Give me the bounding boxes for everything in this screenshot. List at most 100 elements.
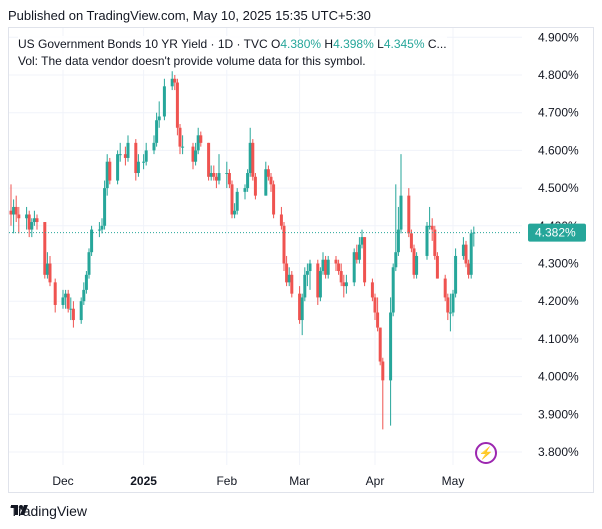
candle-body <box>17 214 21 219</box>
candle-body <box>287 274 291 283</box>
candle-body <box>84 274 88 290</box>
candle-body <box>357 244 361 260</box>
candle-body <box>82 289 86 302</box>
candle-body <box>123 154 127 158</box>
candle-body <box>233 210 237 215</box>
candle-body <box>290 274 294 294</box>
x-tick-label: Dec <box>52 474 73 488</box>
candle-body <box>214 176 218 181</box>
candle-body <box>162 86 166 117</box>
candle-body <box>243 188 247 192</box>
candle-body <box>126 142 130 158</box>
candle-body <box>446 297 450 313</box>
candle-body <box>339 271 343 283</box>
candle-body <box>175 82 179 128</box>
close-truncated: C... <box>427 37 447 51</box>
candle-body <box>407 195 411 234</box>
candle-body <box>428 225 432 227</box>
last-price-label: 4.382% <box>535 226 576 240</box>
candle-body <box>448 312 452 314</box>
candle-body <box>451 293 455 313</box>
y-tick-label: 4.300% <box>538 257 579 271</box>
candle-body <box>391 267 395 313</box>
candle-body <box>142 161 146 163</box>
candle-body <box>248 142 252 174</box>
candle-body <box>352 252 356 283</box>
candle-body <box>399 195 403 230</box>
candle-body <box>32 218 36 223</box>
x-tick-label: Feb <box>216 474 237 488</box>
candle-body <box>136 161 140 174</box>
candle-body <box>415 255 419 275</box>
y-tick-label: 4.900% <box>538 30 579 44</box>
candle-body <box>191 146 195 162</box>
candle-body <box>97 229 101 231</box>
candle-body <box>155 120 159 143</box>
chart-frame[interactable] <box>8 27 594 493</box>
candle-body <box>181 146 185 148</box>
candle-body <box>157 116 161 121</box>
candle-body <box>360 237 364 245</box>
y-tick-label: 4.800% <box>538 68 579 82</box>
candle-body <box>100 225 104 230</box>
candle-body <box>316 263 320 298</box>
candle-body <box>43 222 47 275</box>
high-label: H <box>324 37 334 51</box>
candle-body <box>69 308 73 310</box>
low-value: 4.345% <box>383 37 425 51</box>
candle-body <box>443 278 447 298</box>
brand-name: TradingView <box>10 503 88 519</box>
chart-legend: US Government Bonds 10 YR Yield · 1D · T… <box>18 36 447 70</box>
candle-body <box>373 297 377 313</box>
candle-body <box>66 293 70 309</box>
candle-body <box>170 78 174 87</box>
symbol-title[interactable]: US Government Bonds 10 YR Yield · 1D · T… <box>18 37 268 51</box>
candle-body <box>251 142 255 177</box>
candle-body <box>152 142 156 151</box>
candle-body <box>464 244 468 264</box>
candle-body <box>305 271 309 275</box>
candle-body <box>79 301 83 321</box>
y-tick-label: 4.500% <box>538 181 579 195</box>
candle-body <box>53 282 57 305</box>
candle-body <box>209 173 213 177</box>
candle-body <box>433 229 437 256</box>
candle-body <box>344 282 348 287</box>
candle-body <box>27 214 31 230</box>
y-tick-label: 3.800% <box>538 445 579 459</box>
x-tick-label: May <box>442 474 465 488</box>
candle-body <box>467 263 471 275</box>
legend-line-1: US Government Bonds 10 YR Yield · 1D · T… <box>18 36 447 53</box>
candle-body <box>235 191 239 211</box>
candle-body <box>378 327 382 362</box>
candle-body <box>266 169 270 177</box>
candle-body <box>14 206 18 215</box>
candle-body <box>324 259 328 275</box>
candle-body <box>269 176 273 185</box>
candle-body <box>326 259 330 275</box>
candle-body <box>396 229 400 253</box>
candle-body <box>321 259 325 272</box>
candle-body <box>342 282 346 287</box>
candle-body <box>25 214 29 219</box>
candle-body <box>355 252 359 260</box>
candle-body <box>272 184 276 215</box>
footer-brand[interactable]: TradingView <box>10 503 87 519</box>
candle-body <box>48 263 52 283</box>
y-tick-label: 4.700% <box>538 106 579 120</box>
y-tick-label: 4.200% <box>538 294 579 308</box>
lightning-bolt-icon[interactable]: ⚡ <box>475 442 497 464</box>
candle-body <box>454 255 458 294</box>
candle-body <box>435 255 439 279</box>
y-tick-label: 4.600% <box>538 143 579 157</box>
candle-body <box>12 206 16 215</box>
candle-body <box>370 282 374 298</box>
candle-body <box>116 154 120 181</box>
candle-body <box>409 233 413 249</box>
candle-body <box>461 244 465 256</box>
low-label: L <box>377 37 384 51</box>
candle-body <box>389 312 393 381</box>
y-tick-label: 4.000% <box>538 370 579 384</box>
candle-body <box>118 154 122 156</box>
